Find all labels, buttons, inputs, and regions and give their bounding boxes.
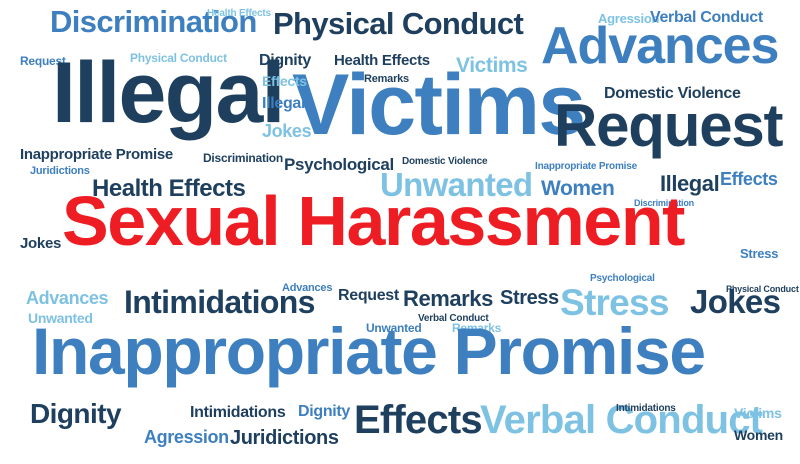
word-jokes: Jokes (262, 121, 312, 141)
word-unwanted: Unwanted (380, 166, 533, 203)
word-verbal-conduct: Verbal Conduct (418, 313, 489, 324)
word-physical-conduct: Physical Conduct (273, 6, 524, 41)
word-dignity: Dignity (30, 398, 122, 429)
word-advances: Advances (26, 288, 109, 308)
word-effects: Effects (720, 169, 778, 189)
word-inappropriate-promise: Inappropriate Promise (20, 146, 173, 163)
word-intimidations: Intimidations (124, 284, 315, 320)
word-intimidations: Intimidations (190, 404, 286, 421)
word-women: Women (734, 427, 783, 443)
word-stress: Stress (560, 282, 669, 323)
word-remarks: Remarks (452, 321, 502, 335)
word-advances: Advances (282, 282, 333, 294)
word-verbal-conduct: Verbal Conduct (480, 398, 763, 442)
word-juridictions: Juridictions (230, 427, 339, 449)
word-victims: Victims (734, 405, 782, 421)
word-inappropriate-promise: Inappropriate Promise (535, 161, 637, 172)
word-intimidations: Intimidations (616, 403, 676, 414)
word-request: Request (338, 287, 399, 304)
word-dignity: Dignity (259, 52, 311, 69)
word-discrimination: Discrimination (203, 151, 283, 165)
word-sexual-harassment: Sexual Harassment (62, 182, 685, 260)
word-discrimination: Discrimination (50, 4, 257, 39)
word-request: Request (20, 54, 66, 68)
word-unwanted: Unwanted (28, 310, 93, 326)
word-illegal: Illegal (660, 171, 720, 196)
word-juridictions: Juridictions (30, 165, 90, 177)
word-health-effects: Health Effects (207, 8, 271, 19)
word-psychological: Psychological (590, 273, 655, 284)
word-women: Women (541, 177, 615, 200)
word-remarks: Remarks (364, 73, 409, 85)
word-effects: Effects (262, 73, 307, 89)
word-physical-conduct: Physical Conduct (130, 51, 227, 65)
word-domestic-violence: Domestic Violence (604, 85, 741, 102)
word-unwanted: Unwanted (366, 321, 422, 335)
word-stress: Stress (740, 246, 779, 261)
word-jokes: Jokes (20, 235, 62, 252)
word-agression: Agression (598, 11, 660, 26)
word-request: Request (554, 92, 784, 159)
word-advances: Advances (541, 17, 779, 75)
word-illegal: Illegal (52, 45, 285, 141)
word-dignity: Dignity (298, 403, 350, 420)
word-jokes: Jokes (690, 283, 781, 320)
word-physical-conduct: Physical Conduct (726, 284, 799, 294)
word-illegal: Illegal (262, 95, 306, 112)
word-psychological: Psychological (284, 155, 394, 174)
word-remarks: Remarks (403, 286, 493, 311)
word-victims: Victims (292, 57, 586, 153)
word-health-effects: Health Effects (334, 52, 430, 69)
word-effects: Effects (354, 398, 483, 442)
word-health-effects: Health Effects (92, 175, 246, 202)
word-victims: Victims (456, 54, 528, 77)
word-verbal-conduct: Verbal Conduct (650, 9, 763, 26)
word-inappropriate-promise: Inappropriate Promise (32, 314, 706, 388)
word-agression: Agression (144, 427, 229, 447)
word-stress: Stress (500, 287, 559, 309)
word-discrimination: Discrimination (634, 198, 694, 208)
word-domestic-violence: Domestic Violence (402, 156, 488, 167)
